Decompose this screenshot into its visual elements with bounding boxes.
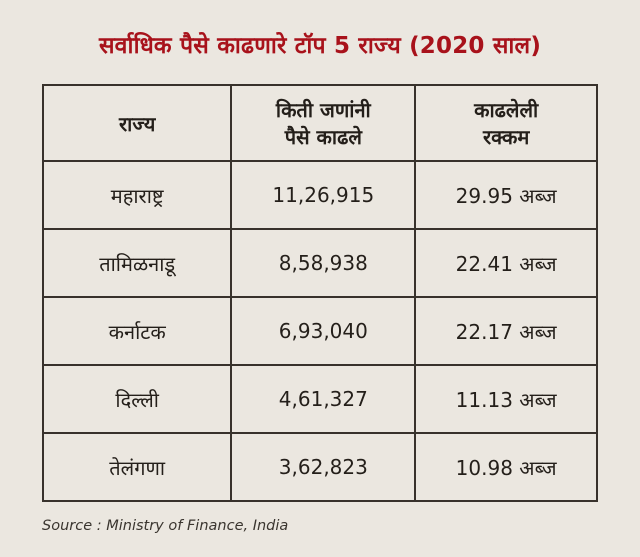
count-cell: 8,58,938	[230, 228, 417, 298]
count-cell: 11,26,915	[230, 160, 417, 230]
page-title: सर्वाधिक पैसे काढणारे टॉप 5 राज्य (2020 …	[98, 33, 542, 59]
table-row: कर्नाटक 6,93,040 22.17 अब्ज	[41, 296, 598, 366]
amount-cell: 29.95 अब्ज	[414, 160, 598, 230]
state-cell: तेलंगणा	[41, 432, 233, 502]
column-header-state: राज्य	[41, 84, 233, 162]
source-note: Source : Ministry of Finance, India	[42, 518, 289, 534]
table-row: महाराष्ट्र 11,26,915 29.95 अब्ज	[41, 160, 598, 230]
column-header-withdrawers-count: किती जणांनी पैसे काढले	[230, 84, 417, 162]
column-header-amount-withdrawn: काढलेली रक्कम	[414, 84, 598, 162]
state-cell: महाराष्ट्र	[41, 160, 233, 230]
amount-cell: 22.41 अब्ज	[414, 228, 598, 298]
table-row: तामिळनाडू 8,58,938 22.41 अब्ज	[41, 228, 598, 298]
data-table: राज्य किती जणांनी पैसे काढले काढलेली रक्…	[41, 84, 598, 502]
amount-cell: 22.17 अब्ज	[414, 296, 598, 366]
count-cell: 3,62,823	[230, 432, 417, 502]
amount-cell: 10.98 अब्ज	[414, 432, 598, 502]
table-header-row: राज्य किती जणांनी पैसे काढले काढलेली रक्…	[41, 84, 598, 162]
count-cell: 4,61,327	[230, 364, 417, 434]
state-cell: कर्नाटक	[41, 296, 233, 366]
amount-cell: 11.13 अब्ज	[414, 364, 598, 434]
table-row: तेलंगणा 3,62,823 10.98 अब्ज	[41, 432, 598, 502]
state-cell: तामिळनाडू	[41, 228, 233, 298]
count-cell: 6,93,040	[230, 296, 417, 366]
state-cell: दिल्ली	[41, 364, 233, 434]
table-row: दिल्ली 4,61,327 11.13 अब्ज	[41, 364, 598, 434]
